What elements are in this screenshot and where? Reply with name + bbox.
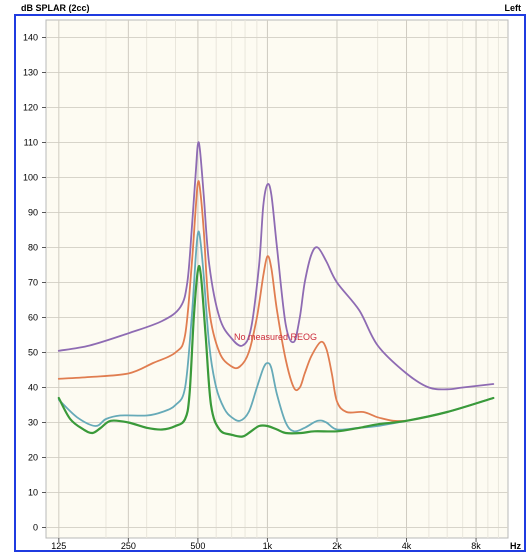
series-line-1 bbox=[57, 141, 495, 391]
x-tick-label: 1k bbox=[263, 541, 273, 551]
x-tick-label: 125 bbox=[51, 541, 66, 551]
grid bbox=[46, 20, 508, 538]
y-tick-label: 10 bbox=[28, 488, 38, 498]
x-axis-unit: Hz bbox=[510, 541, 521, 551]
x-tick-label: 500 bbox=[190, 541, 205, 551]
y-tick-label: 80 bbox=[28, 243, 38, 253]
channel-label: Left bbox=[505, 3, 522, 13]
series-line-3 bbox=[57, 230, 495, 433]
y-tick-label: 0 bbox=[33, 523, 38, 533]
x-tick-label: 2k bbox=[332, 541, 342, 551]
x-axis: 125 250 500 1k 2k 4k 8k bbox=[51, 538, 481, 551]
y-tick-label: 90 bbox=[28, 208, 38, 218]
x-tick-label: 4k bbox=[402, 541, 412, 551]
y-tick-label: 50 bbox=[28, 348, 38, 358]
y-tick-label: 110 bbox=[24, 138, 38, 148]
x-tick-label: 250 bbox=[121, 541, 136, 551]
series-line-2 bbox=[57, 180, 408, 422]
y-tick-label: 20 bbox=[28, 453, 38, 463]
y-tick-label: 140 bbox=[23, 33, 38, 43]
y-tick-label: 30 bbox=[28, 418, 38, 428]
x-tick-label: 8k bbox=[471, 541, 481, 551]
y-axis: 0 10 20 30 40 50 60 70 80 90 100 110 120 130 140 bbox=[23, 33, 46, 533]
y-tick-label: 40 bbox=[28, 383, 38, 393]
y-tick-label: 60 bbox=[28, 313, 38, 323]
series-group bbox=[57, 141, 495, 438]
y-tick-label: 100 bbox=[23, 173, 38, 183]
y-tick-label: 120 bbox=[23, 103, 38, 113]
chart-title: dB SPLAR (2cc) bbox=[21, 3, 90, 13]
series-line-4 bbox=[57, 264, 495, 438]
plot-area bbox=[45, 19, 509, 539]
y-tick-label: 70 bbox=[28, 278, 38, 288]
y-tick-label: 130 bbox=[23, 68, 38, 78]
annotation: No measured REOG bbox=[234, 332, 317, 342]
